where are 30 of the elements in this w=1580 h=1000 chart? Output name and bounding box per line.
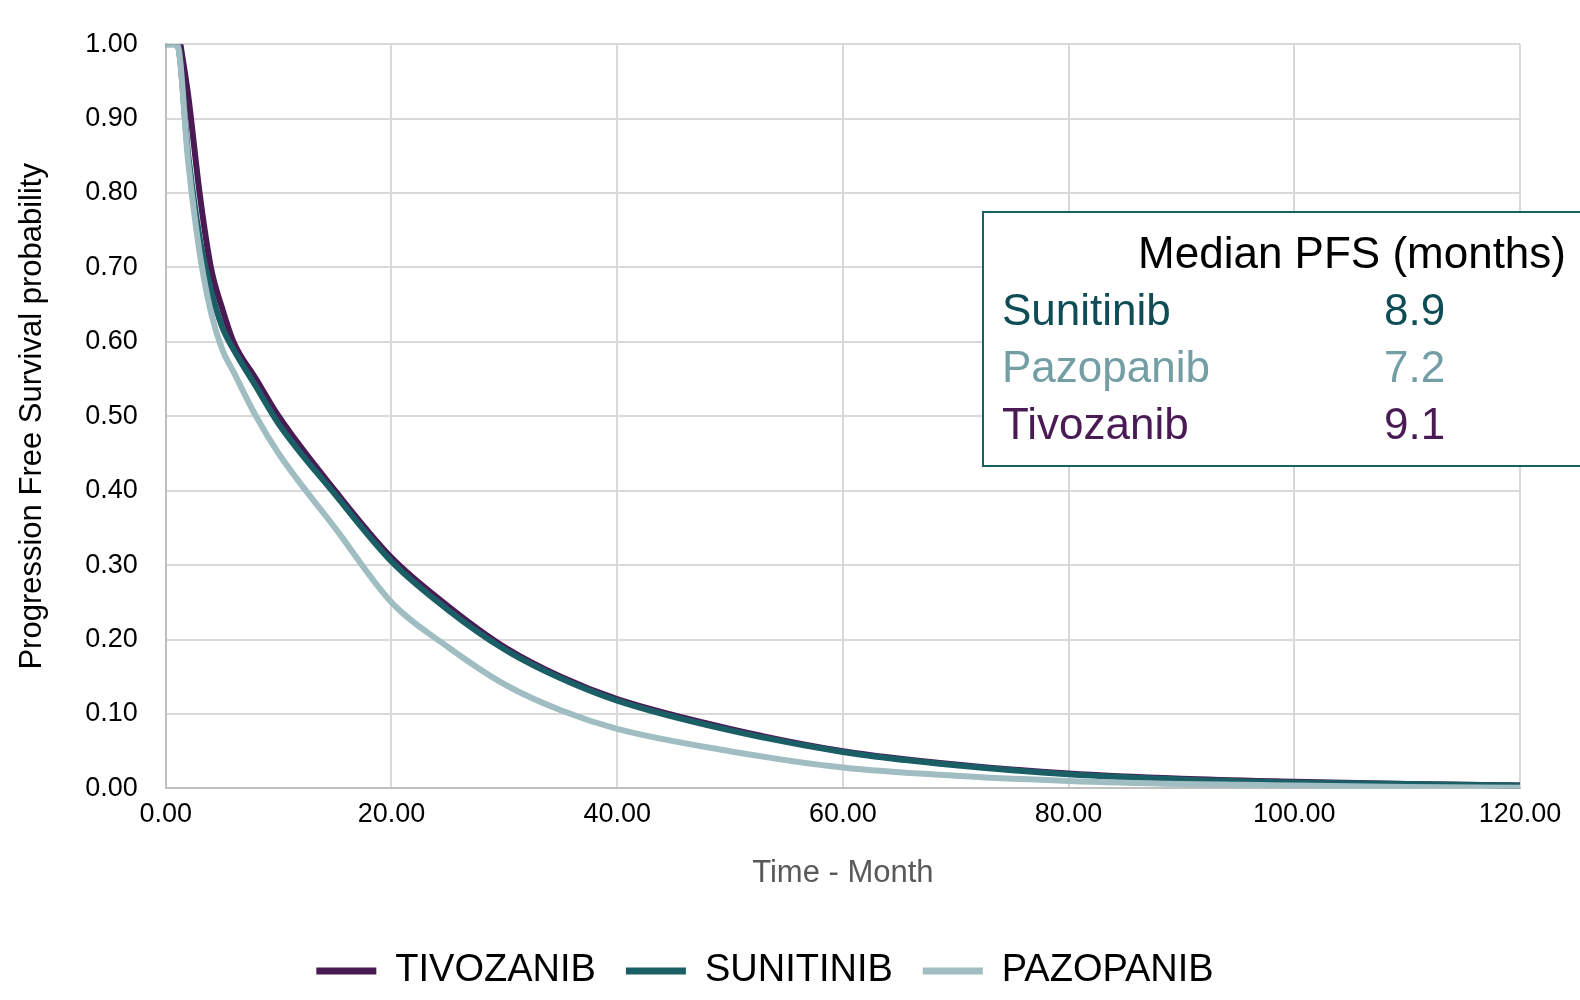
annotation: 8.9 <box>1384 285 1446 334</box>
y-tick-label: 0.40 <box>85 474 138 505</box>
y-tick-label: 0.00 <box>85 771 138 802</box>
x-tick-label: 20.00 <box>357 798 426 829</box>
annotation: 7.2 <box>1384 342 1446 391</box>
y-tick-label: 0.80 <box>85 176 138 207</box>
y-tick-label: 0.50 <box>85 399 138 430</box>
x-tick-label: 60.00 <box>809 798 877 829</box>
legend-label: PAZOPANIB <box>1001 947 1214 990</box>
x-tick-label: 80.00 <box>1034 798 1103 829</box>
annotation: Tivozanib <box>1002 399 1189 448</box>
y-tick-label: 0.60 <box>85 325 138 356</box>
x-tick-label: 100.00 <box>1252 798 1336 829</box>
legend-label: SUNITINIB <box>704 947 893 990</box>
y-tick-label: 0.90 <box>85 102 138 133</box>
y-tick-label: 0.30 <box>85 548 138 579</box>
y-axis-title: Progression Free Survival probability <box>13 162 49 670</box>
annotation: Sunitinib <box>1002 285 1171 334</box>
annotation: Median PFS (months) <box>1138 228 1566 277</box>
x-tick-label: 120.00 <box>1478 798 1562 829</box>
annotation: 9.1 <box>1384 399 1446 448</box>
y-tick-label: 0.70 <box>85 250 138 281</box>
y-tick-label: 0.20 <box>85 623 138 654</box>
legend-label: TIVOZANIB <box>395 947 596 990</box>
x-tick-label: 40.00 <box>583 798 651 829</box>
x-axis-title: Time - Month <box>752 853 934 889</box>
x-tick-label: 0.00 <box>139 798 193 829</box>
y-tick-label: 1.00 <box>85 27 138 58</box>
annotation: Pazopanib <box>1002 342 1210 391</box>
y-tick-label: 0.10 <box>85 697 138 728</box>
